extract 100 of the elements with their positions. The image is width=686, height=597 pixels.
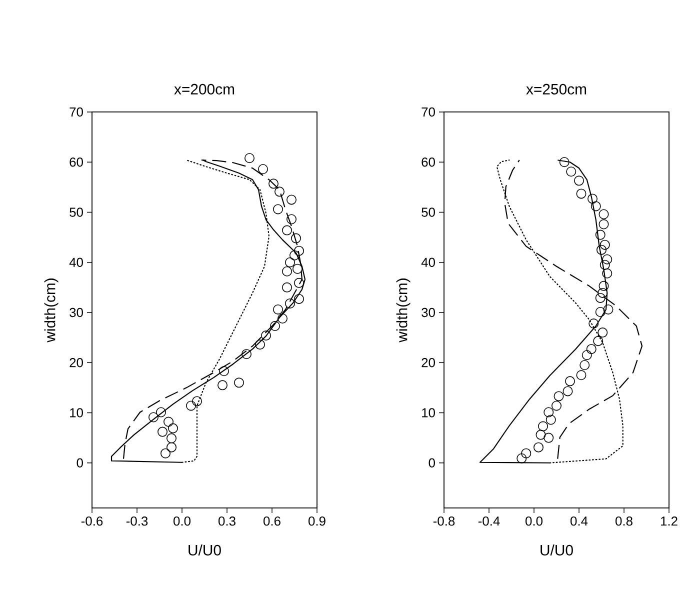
x-tick-label: 0.0: [526, 516, 543, 526]
y-tick-label: 50: [70, 208, 83, 217]
y-tick-label: 10: [70, 408, 83, 418]
point: [158, 426, 168, 437]
point: [544, 407, 554, 418]
point: [600, 260, 610, 270]
point: [160, 448, 171, 458]
point: [595, 230, 606, 240]
point: [596, 244, 607, 255]
point: [598, 280, 609, 291]
point: [544, 432, 554, 443]
point: [602, 268, 612, 278]
point: [521, 448, 532, 458]
point: [148, 412, 159, 422]
point: [595, 292, 606, 303]
point: [516, 453, 527, 464]
point: [294, 294, 304, 304]
y-tick-label: 0: [428, 458, 435, 468]
x-tick-label: -0.3: [126, 516, 148, 526]
point: [603, 304, 614, 314]
point: [554, 391, 564, 402]
x-tick-label: 0.9: [308, 516, 326, 526]
point: [166, 433, 177, 444]
point: [598, 209, 609, 220]
point: [290, 250, 300, 260]
point: [598, 328, 608, 338]
point: [593, 336, 604, 346]
point: [552, 400, 562, 411]
point: [595, 306, 606, 317]
y-tick-label: 50: [422, 208, 435, 217]
y-tick-label: 40: [421, 258, 435, 267]
point: [576, 188, 586, 199]
point: [559, 157, 570, 168]
y-tick-label: 60: [70, 158, 83, 167]
point: [582, 350, 592, 360]
chart-title: x=200cm: [174, 84, 234, 94]
point: [562, 386, 573, 396]
y-tick-label: 60: [422, 158, 435, 167]
point: [282, 266, 292, 276]
point: [576, 370, 586, 380]
point: [261, 330, 272, 341]
x-axis-title: U/U0: [188, 544, 221, 556]
point: [168, 423, 178, 434]
point: [602, 254, 612, 264]
point: [273, 204, 284, 214]
point: [164, 416, 174, 427]
point: [270, 321, 280, 332]
point: [580, 360, 590, 370]
y-tick-label: 30: [422, 308, 435, 318]
x-tick-label: -0.4: [478, 516, 500, 526]
point: [292, 264, 303, 274]
point: [192, 396, 202, 406]
y-tick-label: 70: [422, 107, 435, 117]
point: [234, 378, 244, 388]
point: [291, 233, 302, 244]
point: [285, 257, 296, 268]
point: [219, 366, 230, 376]
point: [273, 304, 284, 314]
point: [588, 194, 598, 204]
point: [286, 214, 297, 224]
point: [600, 240, 610, 250]
y-tick-label: 70: [70, 107, 83, 117]
point: [546, 414, 556, 425]
point: [586, 344, 596, 354]
point: [534, 442, 544, 452]
y-axis-title: width(cm): [44, 278, 58, 342]
y-tick-label: 0: [76, 458, 83, 468]
x-tick-label: 1.2: [660, 516, 678, 526]
point: [538, 421, 548, 432]
point: [536, 430, 546, 440]
point: [278, 314, 288, 324]
point: [282, 282, 292, 292]
point: [598, 288, 608, 298]
x-tick-label: 0.0: [174, 516, 191, 526]
x-axis-title: U/U0: [540, 544, 573, 556]
y-tick-label: 10: [422, 408, 435, 418]
y-tick-label: 20: [422, 358, 435, 368]
y-tick-label: 20: [70, 358, 83, 368]
point: [588, 318, 599, 329]
point: [244, 153, 255, 164]
x-tick-label: 0.3: [218, 516, 236, 526]
point: [590, 201, 601, 212]
point: [218, 380, 228, 390]
point: [565, 376, 576, 386]
y-tick-label: 40: [69, 258, 83, 267]
x-tick-label: 0.4: [570, 516, 588, 526]
point: [282, 225, 292, 236]
point: [156, 407, 166, 418]
point: [166, 442, 177, 452]
x-tick-label: -0.8: [433, 516, 455, 526]
point: [574, 176, 584, 186]
point: [186, 400, 196, 411]
point: [274, 186, 285, 197]
point: [255, 340, 266, 350]
point: [258, 164, 268, 174]
x-tick-label: -0.6: [81, 516, 103, 526]
x-tick-label: 0.8: [616, 516, 632, 526]
point: [268, 178, 279, 189]
point: [286, 194, 297, 205]
point: [294, 278, 304, 288]
